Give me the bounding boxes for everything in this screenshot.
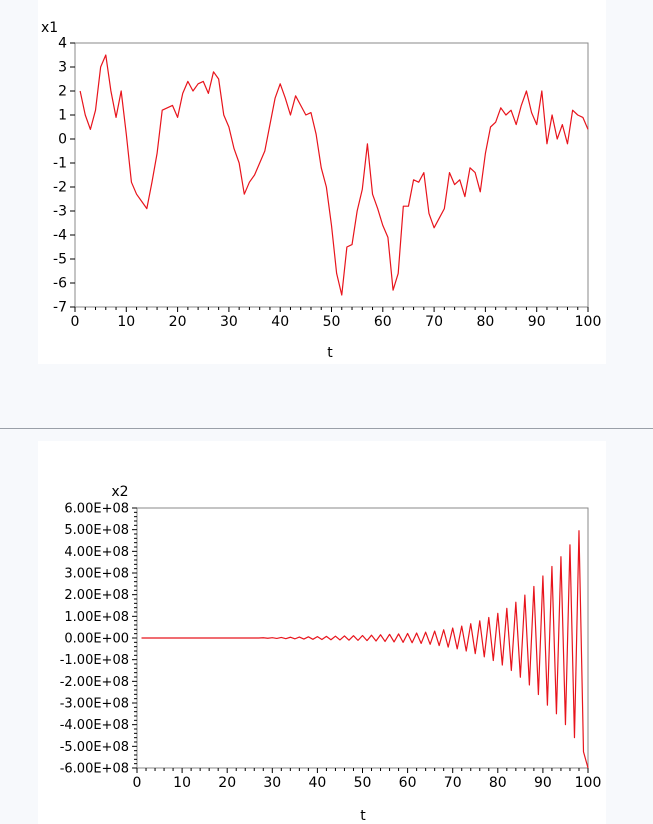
y-tick-label: 6.00E+08 [64,502,129,517]
x-tick-label: 30 [220,314,238,330]
y-tick-label: 3.00E+08 [64,567,129,582]
x-tick-label: 10 [117,314,135,330]
series-line [79,54,589,296]
y-axis-title: x1 [41,20,58,36]
y-tick-label: -6.00E+08 [60,762,129,777]
x-tick-label: 80 [476,314,494,330]
x-tick-label: 70 [425,314,443,330]
y-tick-label: -2 [53,180,67,196]
chart-panel-x2: x2 t 6.00E+08 5.00E+08 4.00E+08 3.00E+08 2.0… [38,441,606,824]
y-tick-label: 3 [58,60,67,76]
y-tick-label: -3.00E+08 [60,697,129,712]
y-tick-label: -4.00E+08 [60,718,129,733]
x-tick-label: 40 [271,314,289,330]
x-tick-label: 60 [399,775,417,791]
y-tick-label: -3 [53,204,67,220]
x-tick-label: 60 [374,314,392,330]
x-tick-label: 50 [323,314,341,330]
y-tick-label: -6 [53,276,67,292]
y-tick-label: 2 [58,84,67,100]
x-tick-label: 20 [218,775,236,791]
chart-x2: x2 t 6.00E+08 5.00E+08 4.00E+08 3.00E+08 2.0… [60,484,602,824]
x-tick-label: 10 [173,775,191,791]
section-divider [0,428,653,429]
y-tick-label: 0 [58,132,67,148]
series-line [141,530,589,769]
x-tick-label: 50 [354,775,372,791]
y-tick-label: 5.00E+08 [64,523,129,538]
y-tick-label: 4.00E+08 [64,545,129,560]
y-axis-title: x2 [111,484,128,500]
x-tick-label: 40 [308,775,326,791]
x-tick-label: 90 [534,775,552,791]
y-tick-label: -5.00E+08 [60,740,129,755]
chart-panel-x1: x1 t 4 3 2 1 0 -1 -2 -3 -4 -5 -6 -7 0 10 20 30 40 50 60 70 8… [38,0,606,364]
x-axis-title: t [327,345,333,361]
y-tick-label: -5 [53,252,67,268]
x-tick-label: 0 [71,314,80,330]
x-tick-label: 0 [133,775,142,791]
y-tick-label: 2.00E+08 [64,588,129,603]
x-tick-label: 90 [528,314,546,330]
y-tick-label: 1.00E+08 [64,610,129,625]
y-tick-label: 1 [58,108,67,124]
x-tick-label: 30 [263,775,281,791]
x-tick-label: 80 [489,775,507,791]
x-tick-label: 100 [575,314,602,330]
plot-area-frame [74,42,589,308]
y-tick-label: 4 [58,36,67,52]
x-axis-title: t [360,808,366,824]
y-tick-label: -1.00E+08 [60,653,129,668]
x-tick-label: 100 [575,775,602,791]
x-tick-label: 70 [444,775,462,791]
x-tick-label: 20 [169,314,187,330]
y-tick-label: -1 [53,156,67,172]
y-tick-label: -2.00E+08 [60,675,129,690]
y-tick-label: -4 [53,228,67,244]
y-tick-label: 0.00E+00 [64,632,129,647]
y-tick-label: -7 [53,300,67,316]
